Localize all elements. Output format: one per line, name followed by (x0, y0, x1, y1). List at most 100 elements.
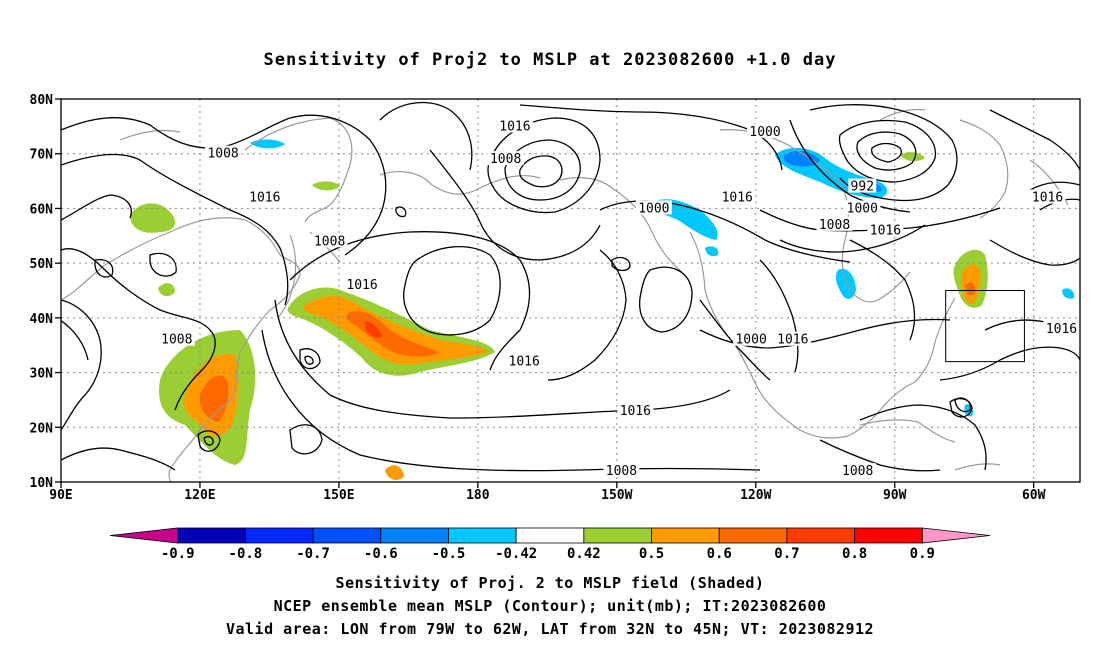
contour-labels: 1016 1008 1008 1000 1016 1000 1016 1008 1008 992 1… (158, 118, 1080, 479)
colorbar-low-triangle (109, 527, 179, 544)
contour-label-bg (617, 402, 654, 417)
positive-shading-small-3 (385, 465, 404, 480)
caption-contour: NCEP ensemble mean MSLP (Contour); unit(… (273, 597, 827, 615)
contour-label-bg (603, 463, 640, 478)
contour-label-bg (719, 189, 756, 204)
lat-tick-label: 20N (30, 421, 54, 436)
colorbar-label: 0.6 (707, 546, 732, 562)
colorbar-segment (515, 527, 585, 544)
contour-label-bg (635, 200, 672, 215)
colorbar-segment (448, 527, 517, 544)
mslp-contours (61, 101, 1080, 472)
plot-frame (60, 98, 1081, 483)
positive-shading-west-pacific (159, 330, 256, 465)
contour-label-bg (487, 151, 524, 166)
positive-shading-siberia (130, 203, 176, 233)
negative-shading-small-5 (250, 139, 285, 149)
contour-label: 1016 (777, 333, 808, 348)
colorbar-segment (651, 527, 720, 544)
colorbar-label: -0.6 (364, 546, 398, 562)
contour-label: 1016 (1046, 322, 1077, 337)
lon-tick-label: 150W (601, 488, 632, 503)
contour-label: 1016 (620, 404, 651, 419)
lat-tick-label: 50N (30, 257, 54, 272)
contour-label-bg (205, 145, 242, 160)
colorbar-segment (380, 527, 449, 544)
colorbar-segment (583, 527, 652, 544)
contour-label: 1008 (842, 464, 873, 479)
caption-valid-area: Valid area: LON from 79W to 62W, LAT fro… (225, 620, 875, 638)
colorbar-label: -0.5 (432, 546, 466, 562)
contour-label: 1008 (490, 152, 521, 167)
colorbar-label: 0.5 (639, 546, 664, 562)
contour-label-bg (1043, 320, 1080, 335)
contour-label-bg (158, 331, 195, 346)
coastlines (61, 108, 1069, 482)
contour-label: 1016 (346, 278, 377, 293)
contour-label: 1000 (847, 201, 878, 216)
contour-label: 992 (851, 180, 874, 195)
sensitivity-shading (130, 139, 1075, 480)
colorbar-label: -0.42 (495, 546, 537, 562)
contour-label-bg (844, 200, 881, 215)
negative-shading-small-6 (835, 268, 856, 299)
contour-label: 1016 (499, 119, 530, 134)
colorbar-label: 0.42 (567, 546, 601, 562)
contour-label-bg (816, 216, 853, 231)
caption-shading: Sensitivity of Proj. 2 to MSLP field (Sh… (335, 574, 765, 592)
lat-tick-label: 40N (30, 312, 54, 327)
colorbar-segment (786, 527, 856, 544)
lon-tick-label: 150E (323, 488, 354, 503)
contour-label: 1000 (638, 201, 669, 216)
contour-label-bg (1029, 189, 1066, 204)
contour-label: 1008 (207, 147, 238, 162)
contour-label-bg (246, 189, 283, 204)
contour-label-bg (496, 118, 533, 133)
contour-label: 1008 (819, 218, 850, 233)
colorbar-segment (854, 527, 923, 544)
positive-shading-small-1 (158, 283, 175, 297)
contour-label: 1000 (749, 125, 780, 140)
contour-label: 1000 (735, 333, 766, 348)
contour-label: 1016 (1032, 190, 1063, 205)
lat-tick-label: 10N (30, 476, 54, 491)
colorbar-segment (718, 527, 788, 544)
lon-tick-label: 90E (49, 488, 72, 503)
positive-shading-atlantic-inner (965, 282, 976, 296)
positive-shading-small-2 (312, 181, 340, 191)
lat-tick-label: 60N (30, 202, 54, 217)
positive-shading-small-4 (900, 152, 925, 162)
lat-tick-label: 30N (30, 367, 54, 382)
colorbar: -0.9 -0.8 -0.7 -0.6 -0.5 -0.42 0.42 0.5 0.6 0.7 0.… (109, 527, 991, 562)
colorbar-label: -0.7 (296, 546, 330, 562)
colorbar-segment (177, 527, 246, 544)
negative-shading-small-7 (705, 246, 719, 257)
valid-area-box (945, 290, 1025, 363)
positive-shading-central-pacific (287, 287, 495, 376)
contour-label: 1016 (870, 223, 901, 238)
contour-label: 1016 (722, 190, 753, 205)
contour-label-bg (848, 178, 877, 193)
contour-label: 1016 (509, 355, 540, 370)
contour-label-bg (733, 331, 770, 346)
contour-label-bg (839, 463, 876, 478)
lon-tick-label: 90W (883, 488, 907, 503)
lat-tick-label: 70N (30, 148, 54, 163)
contour-label-bg (506, 353, 543, 368)
contour-label-bg (311, 233, 348, 248)
contour-label: 1008 (161, 333, 192, 348)
lon-tick-label: 120W (740, 488, 771, 503)
colorbar-label: 0.7 (774, 546, 799, 562)
contour-label-bg (867, 222, 904, 237)
contour-label: 1016 (249, 190, 280, 205)
colorbar-label: 0.8 (842, 546, 867, 562)
negative-shading-small-9 (1062, 288, 1075, 299)
colorbar-segment (244, 527, 314, 544)
lon-tick-label: 60W (1022, 488, 1046, 503)
colorbar-label: -0.8 (229, 546, 263, 562)
lon-tick-label: 120E (184, 488, 215, 503)
lat-tick-label: 80N (30, 93, 54, 108)
contour-label: 1008 (314, 234, 345, 249)
